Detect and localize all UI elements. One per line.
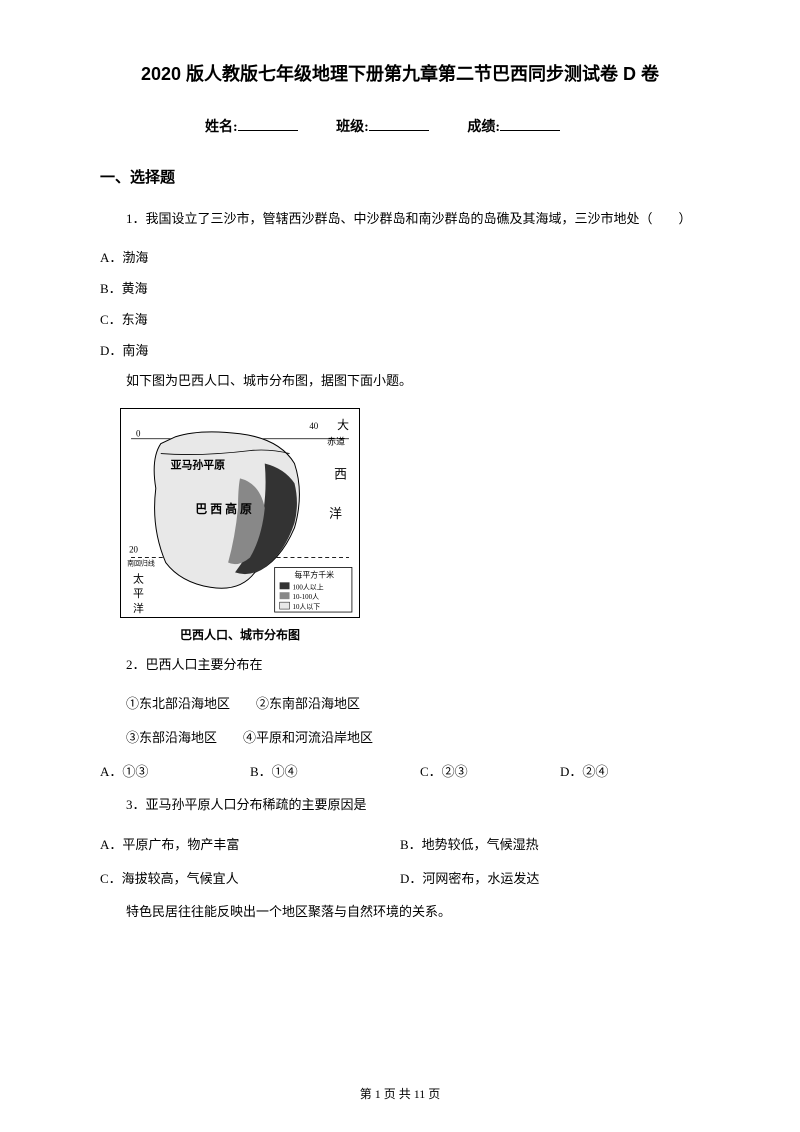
map-label-da: 大 [337, 418, 349, 432]
map-label-chidao: 赤道 [327, 435, 345, 446]
name-blank[interactable] [238, 130, 298, 131]
section-header: 一、选择题 [100, 166, 700, 187]
map-svg: 0 40 大 赤道 亚马孙平原 巴 西 高 原 西 洋 20 南回归线 太 平 … [121, 409, 359, 617]
q1-option-d: D．南海 [100, 338, 700, 364]
map-label-ping: 平 [133, 588, 144, 600]
class-blank[interactable] [369, 130, 429, 131]
map-label-highland: 巴 西 高 原 [195, 502, 252, 516]
q3-option-b: B．地势较低，气候湿热 [400, 832, 700, 858]
q1-option-c: C．东海 [100, 307, 700, 333]
score-blank[interactable] [500, 130, 560, 131]
closing-text: 特色民居往往能反映出一个地区聚落与自然环境的关系。 [100, 900, 700, 923]
map-label-yang: 洋 [329, 507, 342, 521]
legend-2: 10-100人 [292, 593, 319, 601]
map-intro-text: 如下图为巴西人口、城市分布图，据图下面小题。 [100, 369, 700, 392]
legend-1: 100人以上 [292, 582, 323, 591]
info-line: 姓名: 班级: 成绩: [100, 116, 700, 136]
legend-3: 10人以下 [292, 603, 320, 611]
q1-option-b: B．黄海 [100, 276, 700, 302]
q3-option-c: C．海拔较高，气候宜人 [100, 866, 400, 892]
name-label: 姓名: [205, 120, 238, 135]
map-label-amazon: 亚马孙平原 [171, 457, 225, 471]
q3-option-a: A．平原广布，物产丰富 [100, 832, 400, 858]
q3-option-d: D．河网密布，水运发达 [400, 866, 700, 892]
map-label-40: 40 [309, 421, 318, 431]
q2-option-d: D．②④ [560, 759, 680, 785]
footer-suffix: 页 [428, 1087, 440, 1101]
map-label-xi: 西 [334, 467, 347, 481]
legend-title: 每平方千米 [294, 569, 334, 579]
map-label-tropic: 南回归线 [127, 558, 155, 567]
footer-mid: 页 共 [384, 1087, 411, 1101]
map-container: 0 40 大 赤道 亚马孙平原 巴 西 高 原 西 洋 20 南回归线 太 平 … [120, 408, 360, 643]
map-label-0: 0 [136, 429, 141, 439]
footer-current: 1 [375, 1087, 381, 1101]
q2-options-row: A．①③ B．①④ C．②③ D．②④ [100, 759, 700, 785]
question-1-text: 1．我国设立了三沙市，管辖西沙群岛、中沙群岛和南沙群岛的岛礁及其海域，三沙市地处… [100, 207, 700, 230]
map-label-yang2: 洋 [133, 601, 144, 615]
score-label: 成绩: [467, 120, 500, 135]
q3-options-row2: C．海拔较高，气候宜人 D．河网密布，水运发达 [100, 866, 700, 892]
q2-option-c: C．②③ [420, 759, 560, 785]
q2-option-a: A．①③ [100, 759, 250, 785]
footer-total: 11 [414, 1087, 426, 1101]
map-label-20: 20 [129, 544, 138, 554]
class-label: 班级: [336, 120, 369, 135]
q1-option-a: A．渤海 [100, 245, 700, 271]
question-3-text: 3．亚马孙平原人口分布稀疏的主要原因是 [100, 793, 700, 816]
q2-sub1: ①东北部沿海地区 ②东南部沿海地区 [100, 691, 700, 717]
brazil-map: 0 40 大 赤道 亚马孙平原 巴 西 高 原 西 洋 20 南回归线 太 平 … [120, 408, 360, 618]
map-label-tai: 太 [133, 572, 144, 585]
footer-prefix: 第 [360, 1087, 372, 1101]
q3-options-row1: A．平原广布，物产丰富 B．地势较低，气候湿热 [100, 832, 700, 858]
q2-sub2: ③东部沿海地区 ④平原和河流沿岸地区 [100, 725, 700, 751]
page-footer: 第 1 页 共 11 页 [0, 1085, 800, 1102]
question-2-text: 2．巴西人口主要分布在 [100, 653, 700, 676]
q2-option-b: B．①④ [250, 759, 420, 785]
map-caption: 巴西人口、城市分布图 [120, 626, 360, 643]
document-title: 2020 版人教版七年级地理下册第九章第二节巴西同步测试卷 D 卷 [100, 60, 700, 86]
